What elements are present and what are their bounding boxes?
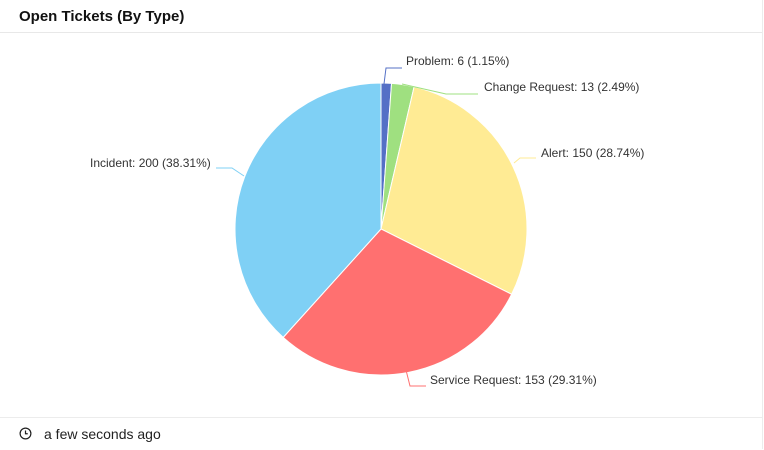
leader-line-service-request: [405, 369, 426, 387]
pie-slice-incident[interactable]: [234, 82, 382, 339]
chart-title: Open Tickets (By Type): [19, 8, 185, 25]
pie-slice-alert[interactable]: [380, 86, 528, 295]
label-problem: Problem: 6 (1.15%): [406, 54, 509, 68]
label-service-request: Service Request: 153 (29.31%): [430, 373, 597, 387]
label-alert: Alert: 150 (28.74%): [541, 146, 644, 160]
pie-chart-svg: Problem: 6 (1.15%) Change Request: 13 (2…: [90, 54, 644, 387]
card-header: Open Tickets (By Type): [0, 0, 762, 33]
clock-icon: [19, 427, 32, 440]
leader-line-alert: [513, 157, 536, 164]
last-updated-text: a few seconds ago: [44, 426, 161, 442]
leader-line-change-request: [401, 83, 478, 95]
label-change-request: Change Request: 13 (2.49%): [484, 80, 639, 94]
label-incident: Incident: 200 (38.31%): [90, 156, 211, 170]
leader-line-incident: [216, 167, 245, 177]
card-footer: a few seconds ago: [0, 417, 762, 450]
pie-slice-service-request[interactable]: [282, 228, 513, 376]
leader-line-problem: [383, 67, 402, 85]
pie-chart: Problem: 6 (1.15%) Change Request: 13 (2…: [0, 33, 762, 416]
